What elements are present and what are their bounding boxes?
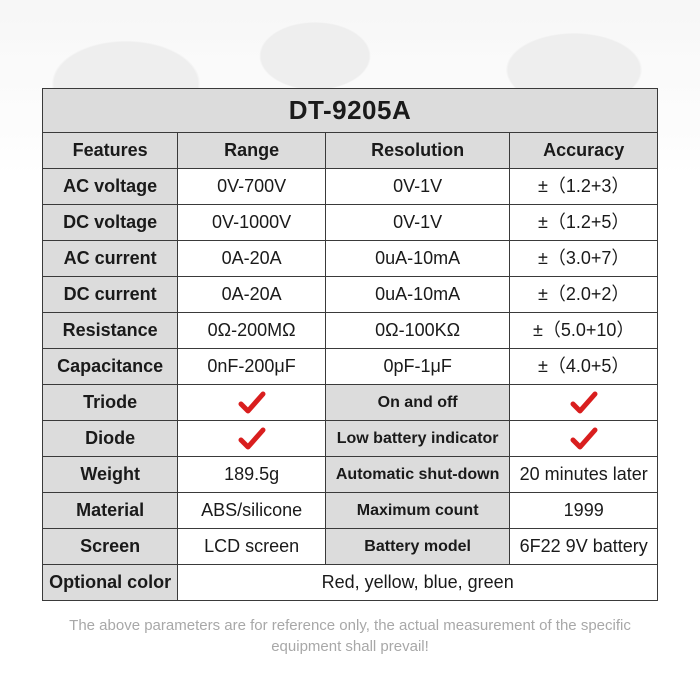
accuracy-value: ±（1.2+5）	[510, 205, 658, 241]
feature-label: DC voltage	[43, 205, 178, 241]
spec-table-wrapper: DT-9205A Features Range Resolution Accur…	[0, 0, 700, 657]
misc-label: Maximum count	[325, 493, 510, 529]
misc-label: Low battery indicator	[325, 421, 510, 457]
misc-value: LCD screen	[178, 529, 326, 565]
col-resolution: Resolution	[325, 133, 510, 169]
accuracy-value: ±（2.0+2）	[510, 277, 658, 313]
col-accuracy: Accuracy	[510, 133, 658, 169]
misc-value: 1999	[510, 493, 658, 529]
table-row: Capacitance0nF-200μF0pF-1μF±（4.0+5）	[43, 349, 658, 385]
check-icon	[178, 385, 326, 421]
table-row: MaterialABS/siliconeMaximum count1999	[43, 493, 658, 529]
feature-label: DC current	[43, 277, 178, 313]
check-icon	[510, 421, 658, 457]
check-icon	[178, 421, 326, 457]
table-row: Weight189.5gAutomatic shut-down20 minute…	[43, 457, 658, 493]
footnote: The above parameters are for reference o…	[42, 615, 658, 657]
table-row: Diode Low battery indicator	[43, 421, 658, 457]
feature-label: AC current	[43, 241, 178, 277]
col-features: Features	[43, 133, 178, 169]
feature-label: Diode	[43, 421, 178, 457]
table-row: DC current0A-20A0uA-10mA±（2.0+2）	[43, 277, 658, 313]
range-value: 0V-1000V	[178, 205, 326, 241]
table-row: DC voltage0V-1000V0V-1V±（1.2+5）	[43, 205, 658, 241]
header-row: Features Range Resolution Accuracy	[43, 133, 658, 169]
resolution-value: 0uA-10mA	[325, 241, 510, 277]
feature-label: AC voltage	[43, 169, 178, 205]
range-value: 0A-20A	[178, 241, 326, 277]
resolution-value: 0V-1V	[325, 205, 510, 241]
range-value: 0nF-200μF	[178, 349, 326, 385]
range-value: 0Ω-200MΩ	[178, 313, 326, 349]
accuracy-value: ±（5.0+10）	[510, 313, 658, 349]
table-row: AC voltage0V-700V0V-1V±（1.2+3）	[43, 169, 658, 205]
misc-value: ABS/silicone	[178, 493, 326, 529]
table-row: ScreenLCD screenBattery model6F22 9V bat…	[43, 529, 658, 565]
table-row: Triode On and off	[43, 385, 658, 421]
range-value: 0V-700V	[178, 169, 326, 205]
feature-label: Weight	[43, 457, 178, 493]
resolution-value: 0pF-1μF	[325, 349, 510, 385]
table-row: AC current0A-20A0uA-10mA±（3.0+7）	[43, 241, 658, 277]
misc-value: 20 minutes later	[510, 457, 658, 493]
resolution-value: 0Ω-100KΩ	[325, 313, 510, 349]
title-row: DT-9205A	[43, 89, 658, 133]
col-range: Range	[178, 133, 326, 169]
resolution-value: 0uA-10mA	[325, 277, 510, 313]
misc-value: 6F22 9V battery	[510, 529, 658, 565]
optional-color-row: Optional color Red, yellow, blue, green	[43, 565, 658, 601]
misc-label: Battery model	[325, 529, 510, 565]
product-title: DT-9205A	[43, 89, 658, 133]
optional-color-value: Red, yellow, blue, green	[178, 565, 658, 601]
feature-label: Triode	[43, 385, 178, 421]
misc-value: 189.5g	[178, 457, 326, 493]
spec-table: DT-9205A Features Range Resolution Accur…	[42, 88, 658, 601]
accuracy-value: ±（4.0+5）	[510, 349, 658, 385]
range-value: 0A-20A	[178, 277, 326, 313]
misc-label: On and off	[325, 385, 510, 421]
accuracy-value: ±（1.2+3）	[510, 169, 658, 205]
feature-label: Capacitance	[43, 349, 178, 385]
accuracy-value: ±（3.0+7）	[510, 241, 658, 277]
check-icon	[510, 385, 658, 421]
table-row: Resistance0Ω-200MΩ0Ω-100KΩ±（5.0+10）	[43, 313, 658, 349]
feature-label: Material	[43, 493, 178, 529]
feature-label: Resistance	[43, 313, 178, 349]
resolution-value: 0V-1V	[325, 169, 510, 205]
optional-color-label: Optional color	[43, 565, 178, 601]
feature-label: Screen	[43, 529, 178, 565]
misc-label: Automatic shut-down	[325, 457, 510, 493]
